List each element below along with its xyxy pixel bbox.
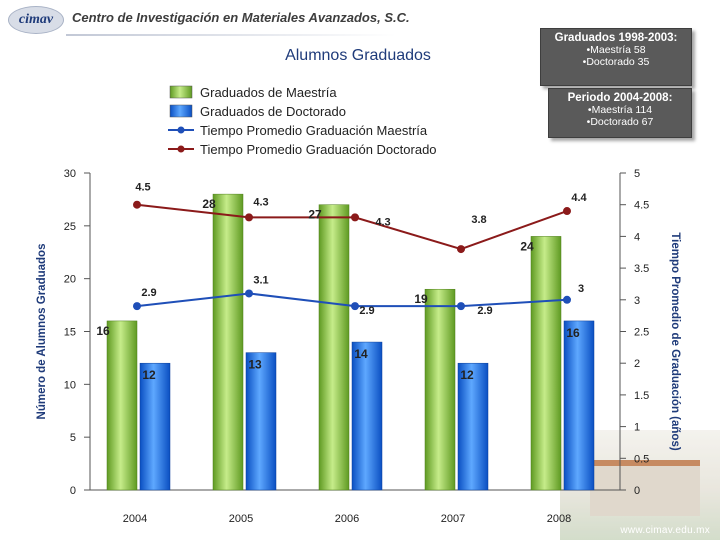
chart-title: Alumnos Graduados	[285, 47, 431, 64]
left-tick-label: 10	[64, 379, 76, 391]
maestria-time-point	[457, 302, 465, 311]
bar-doctorado	[139, 362, 171, 491]
organization-name: Centro de Investigación en Materiales Av…	[72, 10, 410, 25]
maestria-time-point	[245, 289, 253, 298]
doctorado-time-point	[245, 213, 253, 222]
doctorado-time-point	[563, 207, 571, 216]
legend-swatch	[169, 104, 193, 118]
bar-label-doctorado: 14	[354, 347, 368, 361]
left-tick-label: 20	[64, 274, 76, 286]
info-box-title: Periodo 2004-2008:	[567, 92, 673, 104]
info-box-line: •Maestría 58	[586, 44, 646, 56]
bar-doctorado	[245, 352, 277, 491]
doctorado-time-line	[136, 203, 568, 251]
legend-label: Tiempo Promedio Graduación Maestría	[200, 123, 428, 138]
bars	[106, 193, 595, 491]
right-tick-label: 3.5	[634, 263, 649, 275]
right-tick-label: 2.5	[634, 327, 649, 339]
bar-doctorado	[563, 320, 595, 491]
legend: Graduados de Maestría Graduados de Doctor…	[168, 85, 437, 157]
legend-label: Graduados de Doctorado	[200, 104, 346, 119]
site-url: www.cimav.edu.mx	[620, 525, 710, 536]
x-tick-label: 2005	[229, 513, 253, 525]
info-box-title: Graduados 1998-2003:	[554, 32, 678, 44]
bar-label-maestria: 28	[202, 197, 216, 211]
logo-text: cimav	[18, 12, 54, 27]
lines	[133, 200, 571, 311]
bar-doctorado	[351, 341, 383, 491]
info-box-line: •Doctorado 67	[586, 116, 654, 128]
legend-marker	[177, 145, 185, 153]
info-box-2004-2008: Periodo 2004-2008: •Maestría 114 •Doctor…	[548, 88, 692, 138]
right-tick-label: 3	[634, 295, 640, 307]
doctorado-time-point	[457, 245, 465, 254]
doctorado-time-point	[351, 213, 359, 222]
left-tick-label: 30	[64, 168, 76, 180]
header-divider	[66, 34, 396, 36]
doctorado-time-point-label: 4.3	[375, 216, 390, 228]
right-tick-label: 1	[634, 422, 640, 434]
left-tick-label: 15	[64, 327, 76, 339]
maestria-time-point	[563, 295, 571, 304]
y2-axis-title: Tiempo Promedio de Graduación (años)	[669, 232, 681, 450]
doctorado-time-point-label: 4.5	[135, 182, 150, 194]
bar-maestria	[212, 193, 244, 491]
right-tick-label: 0	[634, 485, 640, 497]
maestria-time-point-label: 3	[578, 283, 584, 295]
cimav-logo: cimav	[8, 6, 64, 34]
bar-label-maestria: 27	[308, 208, 322, 222]
x-tick-label: 2004	[123, 513, 147, 525]
info-box-line: •Doctorado 35	[582, 56, 650, 68]
maestria-time-point	[351, 302, 359, 311]
maestria-time-point-label: 2.9	[141, 287, 156, 299]
bar-label-maestria: 24	[520, 239, 534, 253]
header: cimav Centro de Investigación en Materia…	[0, 0, 720, 36]
x-tick-label: 2007	[441, 513, 465, 525]
maestria-time-point-label: 2.9	[477, 305, 492, 317]
bar-label-doctorado: 16	[566, 326, 580, 340]
bar-maestria	[318, 204, 350, 491]
bar-label-doctorado: 13	[248, 358, 262, 372]
x-tick-label: 2008	[547, 513, 571, 525]
legend-swatch	[169, 85, 193, 99]
x-tick-label: 2006	[335, 513, 359, 525]
doctorado-time-point-label: 3.8	[471, 214, 486, 226]
doctorado-time-point	[133, 200, 141, 209]
left-tick-label: 25	[64, 221, 76, 233]
right-tick-label: 2	[634, 358, 640, 370]
right-tick-label: 1.5	[634, 390, 649, 402]
legend-label: Tiempo Promedio Graduación Doctorado	[200, 142, 437, 157]
legend-label: Graduados de Maestría	[200, 85, 337, 100]
bar-maestria	[530, 236, 562, 491]
y-axis-title: Número de Alumnos Graduados	[36, 244, 48, 420]
legend-marker	[177, 126, 185, 134]
info-box-line: •Maestría 114	[587, 104, 653, 116]
maestria-time-point-label: 2.9	[359, 305, 374, 317]
info-box-1998-2003: Graduados 1998-2003: •Maestría 58 •Docto…	[540, 28, 692, 86]
axes: Alumnos Graduados 0 5 10 15 20 25 30 0 0.5 1 1.5 2 2.…	[36, 47, 681, 525]
left-tick-label: 0	[70, 485, 76, 497]
maestria-time-point	[133, 302, 141, 311]
right-tick-label: 0.5	[634, 453, 649, 465]
maestria-time-point-label: 3.1	[253, 274, 268, 286]
data-labels: 16 12 28 13 27 14 19 12 24 16 2.9 3.1 2.9 2.9 3 4.5 4.3 4…	[96, 182, 587, 383]
bar-label-maestria: 19	[414, 292, 428, 306]
doctorado-time-point-label: 4.4	[571, 192, 587, 204]
bar-maestria	[424, 288, 456, 491]
bar-maestria	[106, 320, 138, 491]
left-tick-label: 5	[70, 432, 76, 444]
right-tick-label: 4	[634, 231, 640, 243]
right-tick-label: 5	[634, 168, 640, 180]
bar-label-doctorado: 12	[142, 368, 156, 382]
bar-label-maestria: 16	[96, 324, 110, 338]
bar-doctorado	[457, 362, 489, 491]
bar-label-doctorado: 12	[460, 368, 474, 382]
right-tick-label: 4.5	[634, 200, 649, 212]
doctorado-time-point-label: 4.3	[253, 196, 268, 208]
